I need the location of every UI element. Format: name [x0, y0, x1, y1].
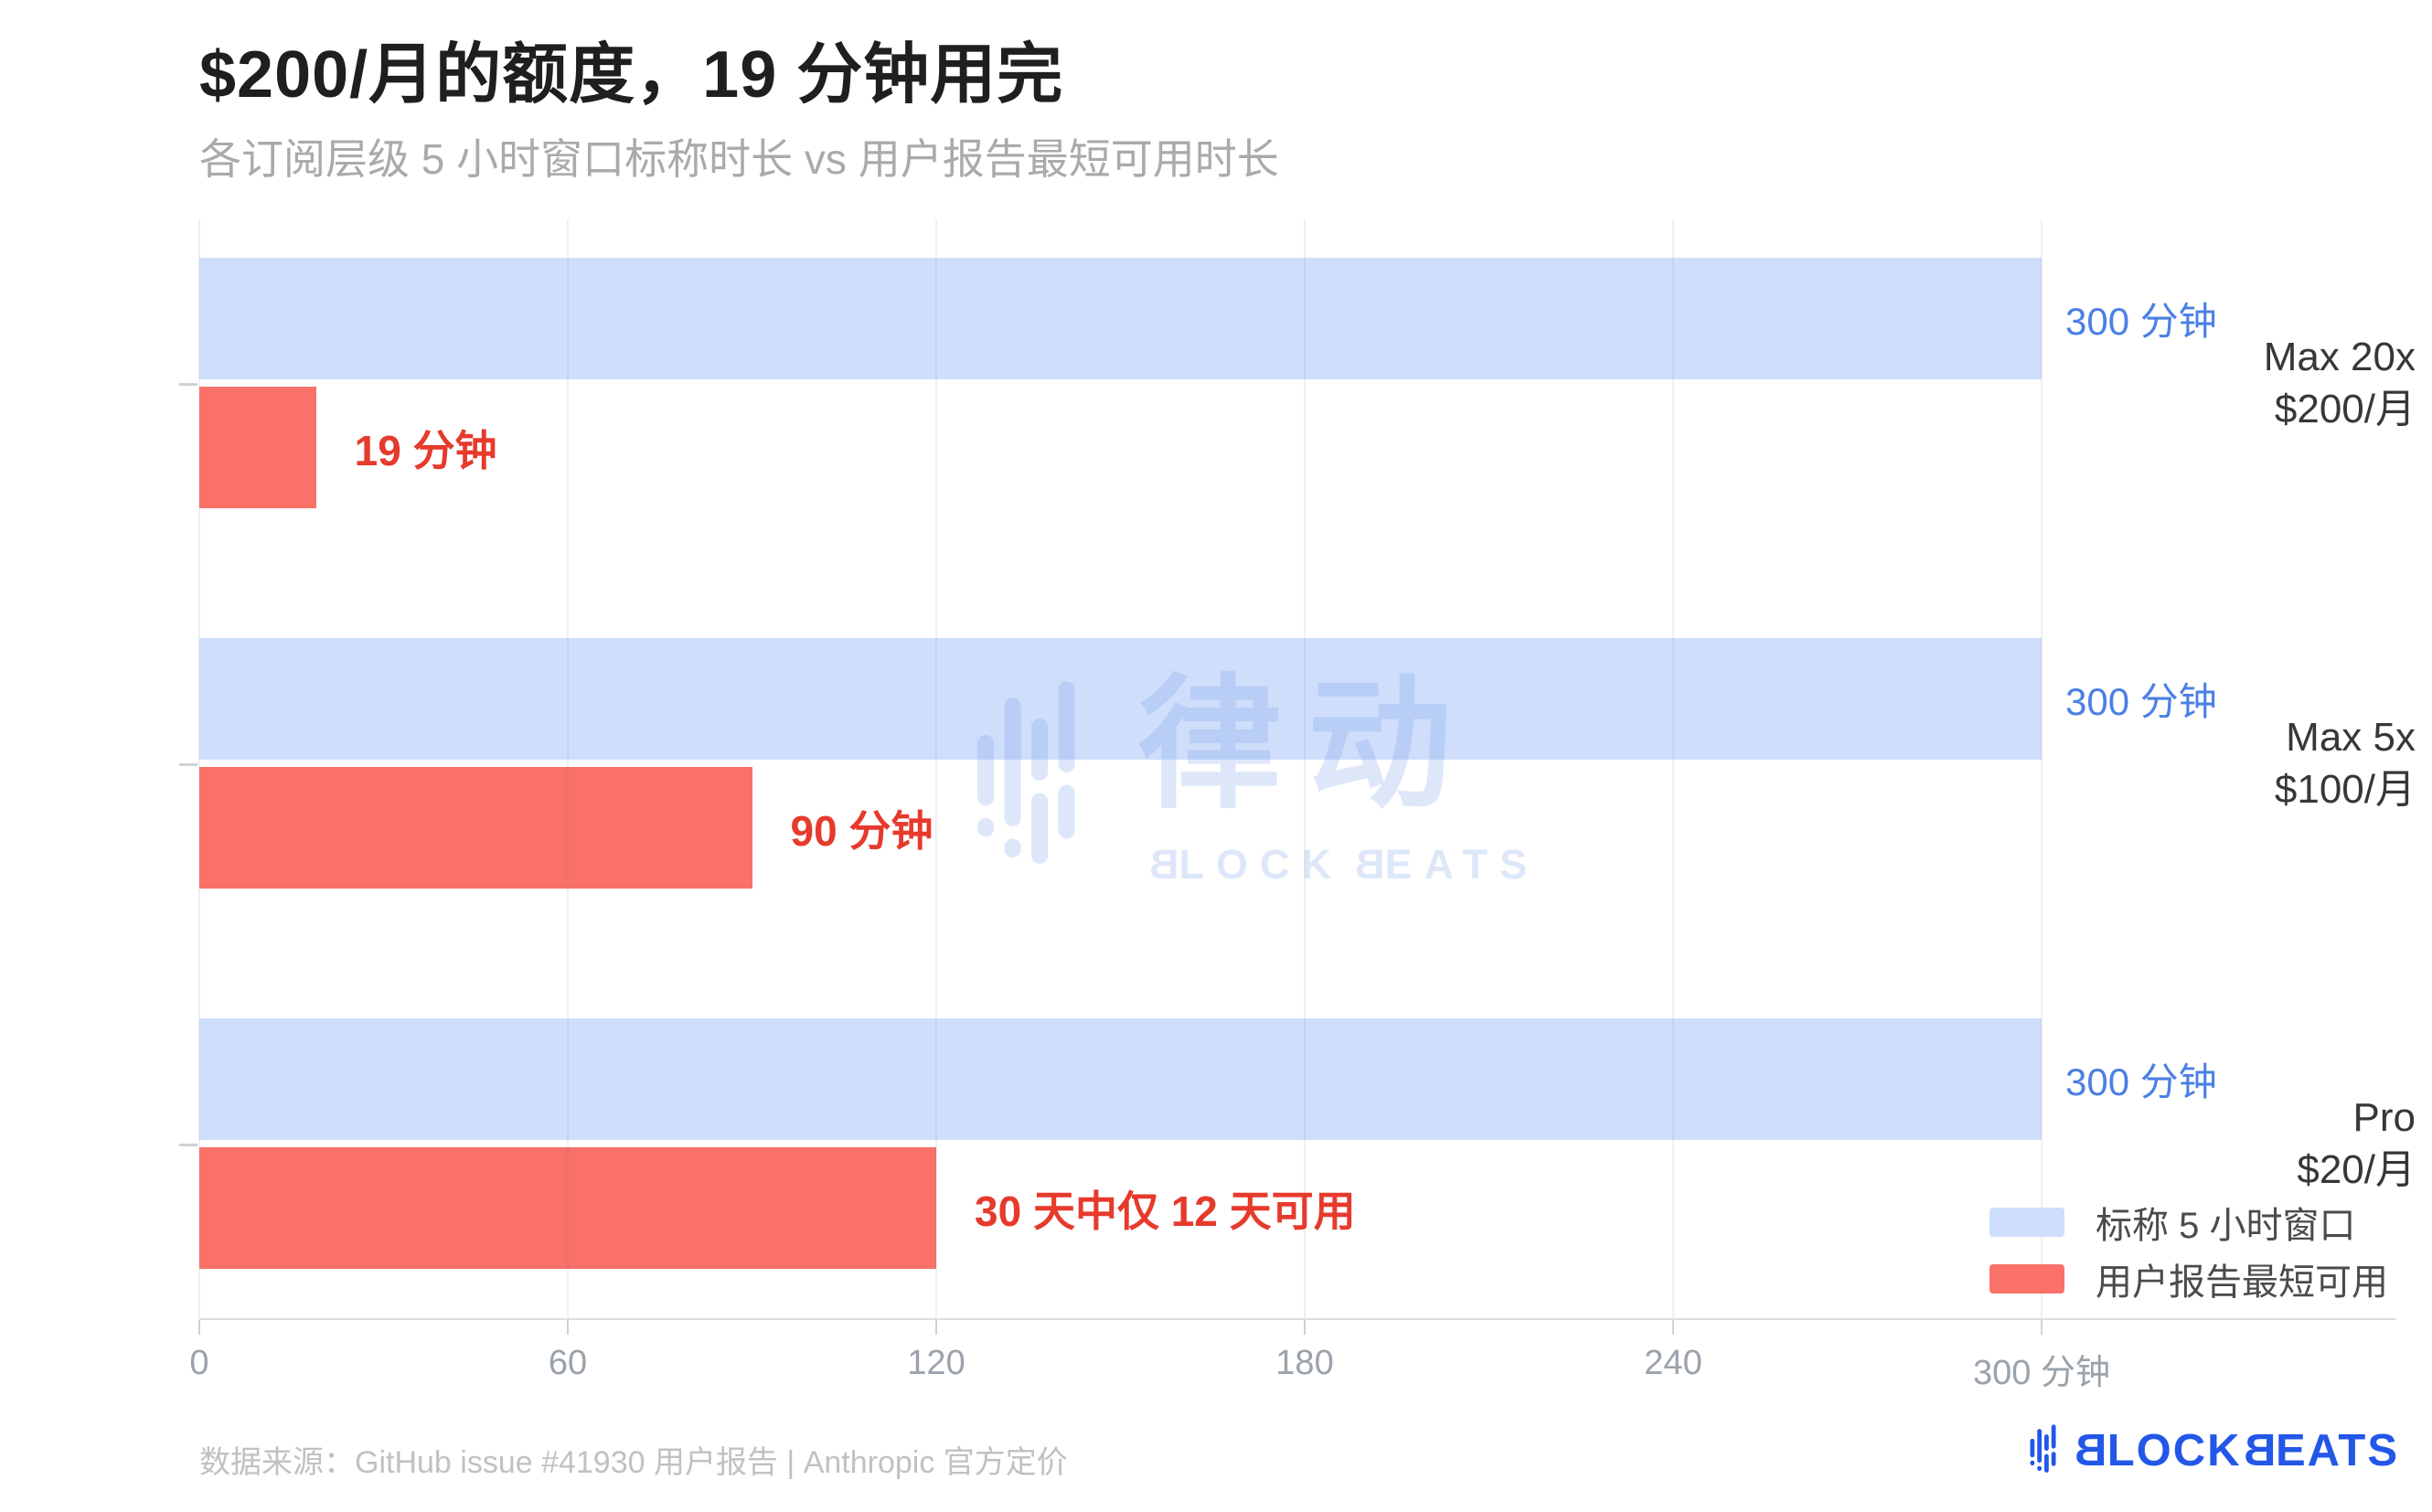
x-axis-tick	[935, 1320, 937, 1335]
bar-value-label: 300 分钟	[2065, 680, 2217, 723]
x-axis-tick	[567, 1320, 569, 1335]
bar-nominal	[199, 258, 2042, 379]
bar-value-label: 300 分钟	[2065, 300, 2217, 343]
plot-area: 300 分钟 19 分钟 300 分钟 90 分钟 300 分钟 30 天中仅 12 天可…	[198, 219, 2217, 1318]
legend-item-reported: 用户报告最短可用	[1989, 1262, 2388, 1303]
bar-nominal	[199, 1018, 2042, 1140]
legend-swatch-blue	[1989, 1208, 2064, 1237]
legend-item-nominal: 标称 5 小时窗口	[1989, 1205, 2388, 1246]
gridline	[935, 219, 937, 1318]
blockbeats-bars-icon-small	[2030, 1424, 2056, 1473]
x-axis-tick-label: 240	[1644, 1344, 1702, 1382]
bar-value-label: 30 天中仅 12 天可用	[975, 1187, 1356, 1235]
y-axis-tick	[179, 383, 197, 386]
y-axis-tick	[179, 1144, 197, 1146]
x-axis-tick-label: 180	[1275, 1344, 1334, 1382]
bar-value-label: 19 分钟	[354, 426, 497, 474]
y-axis-tick	[179, 763, 197, 766]
blockbeats-logo: BLOCKBEATS	[2025, 1422, 2399, 1479]
chart-title: $200/月的额度，19 分钟用完	[199, 38, 1064, 112]
x-axis-tick-label: 300 分钟	[1973, 1354, 2110, 1392]
x-axis-tick-label: 0	[189, 1344, 209, 1382]
gridline	[2041, 219, 2043, 1318]
x-axis-tick	[2041, 1320, 2043, 1335]
blockbeats-logo-text: BLOCKBEATS	[2073, 1426, 2399, 1475]
chart-subtitle: 各订阅层级 5 小时窗口标称时长 vs 用户报告最短可用时长	[199, 135, 1279, 183]
legend: 标称 5 小时窗口 用户报告最短可用	[1989, 1205, 2388, 1318]
x-axis-tick	[198, 1320, 200, 1335]
x-axis-tick	[1672, 1320, 1674, 1335]
bar-reported	[199, 1147, 936, 1269]
legend-label: 标称 5 小时窗口	[2096, 1206, 2356, 1246]
y-axis-category: Pro $20/月	[2297, 1095, 2416, 1192]
legend-swatch-red	[1989, 1264, 2064, 1294]
x-axis-tick-label: 120	[907, 1344, 965, 1382]
gridline	[1304, 219, 1306, 1318]
bar-nominal	[199, 638, 2042, 760]
y-axis-category: Max 5x $100/月	[2274, 715, 2416, 812]
bar-reported	[199, 767, 752, 889]
x-axis-tick-label: 60	[548, 1344, 588, 1382]
legend-label: 用户报告最短可用	[2096, 1262, 2388, 1303]
gridline	[1672, 219, 1674, 1318]
y-axis-category: Max 20x $200/月	[2263, 335, 2416, 431]
x-axis-tick	[1304, 1320, 1306, 1335]
gridline	[567, 219, 569, 1318]
bar-reported	[199, 387, 316, 508]
gridline	[198, 219, 200, 1318]
bar-value-label: 90 分钟	[790, 806, 933, 855]
bar-value-label: 300 分钟	[2065, 1060, 2217, 1103]
x-axis-line	[199, 1318, 2395, 1320]
source-note: 数据来源：GitHub issue #41930 用户报告 | Anthropi…	[199, 1445, 1068, 1480]
